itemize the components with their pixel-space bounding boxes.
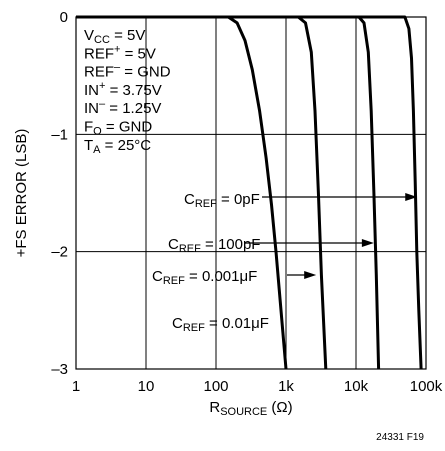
x-tick-label: 10k bbox=[344, 378, 369, 395]
annotation-arrowhead-0 bbox=[405, 193, 418, 201]
axis-labels: RSOURCE (Ω) +FS ERROR (LSB) bbox=[13, 129, 293, 418]
y-tick-label: –2 bbox=[51, 244, 68, 261]
series-label-0: CREF = 0pF bbox=[184, 191, 260, 210]
condition-line: VCC = 5V bbox=[84, 27, 145, 46]
grid bbox=[76, 17, 426, 369]
series-line-1 bbox=[76, 15, 381, 370]
condition-line: IN– = 1.25V bbox=[84, 98, 161, 117]
x-tick-label: 1k bbox=[278, 378, 294, 395]
annotation-arrowhead-1 bbox=[361, 239, 374, 247]
x-tick-label: 1 bbox=[72, 378, 80, 395]
tick-labels: 1 10 100 1k 10k 100k 0 –1 –2 –3 bbox=[51, 9, 442, 395]
y-tick-label: –3 bbox=[51, 361, 68, 378]
x-tick-label: 100 bbox=[203, 378, 228, 395]
y-tick-label: 0 bbox=[60, 9, 68, 26]
series-line-2 bbox=[76, 15, 328, 370]
figure-id: 24331 F19 bbox=[376, 432, 424, 443]
y-axis-label: +FS ERROR (LSB) bbox=[13, 129, 30, 258]
x-axis-label: RSOURCE (Ω) bbox=[209, 399, 292, 418]
condition-line: IN+ = 3.75V bbox=[84, 80, 162, 99]
annotation-arrowhead-2 bbox=[304, 271, 317, 279]
curves bbox=[76, 15, 423, 370]
x-tick-label: 10 bbox=[138, 378, 155, 395]
annotations: CREF = 0pF CREF = 100pF CREF = 0.001μF CREF… bbox=[152, 191, 418, 334]
series-label-1: CREF = 100pF bbox=[168, 236, 260, 255]
condition-line: REF+ = 5V bbox=[84, 43, 156, 62]
y-tick-label: –1 bbox=[51, 126, 68, 143]
plot-border bbox=[75, 16, 427, 370]
x-tick-label: 100k bbox=[410, 378, 443, 395]
plot-frame bbox=[75, 16, 427, 370]
series-line-3 bbox=[76, 15, 288, 370]
condition-line: FO = GND bbox=[84, 119, 152, 138]
condition-line: REF– = GND bbox=[84, 62, 171, 81]
series-label-2: CREF = 0.001μF bbox=[152, 268, 257, 287]
series-label-3: CREF = 0.01μF bbox=[172, 315, 269, 334]
condition-line: TA = 25°C bbox=[84, 137, 151, 156]
series-line-0 bbox=[76, 15, 423, 370]
